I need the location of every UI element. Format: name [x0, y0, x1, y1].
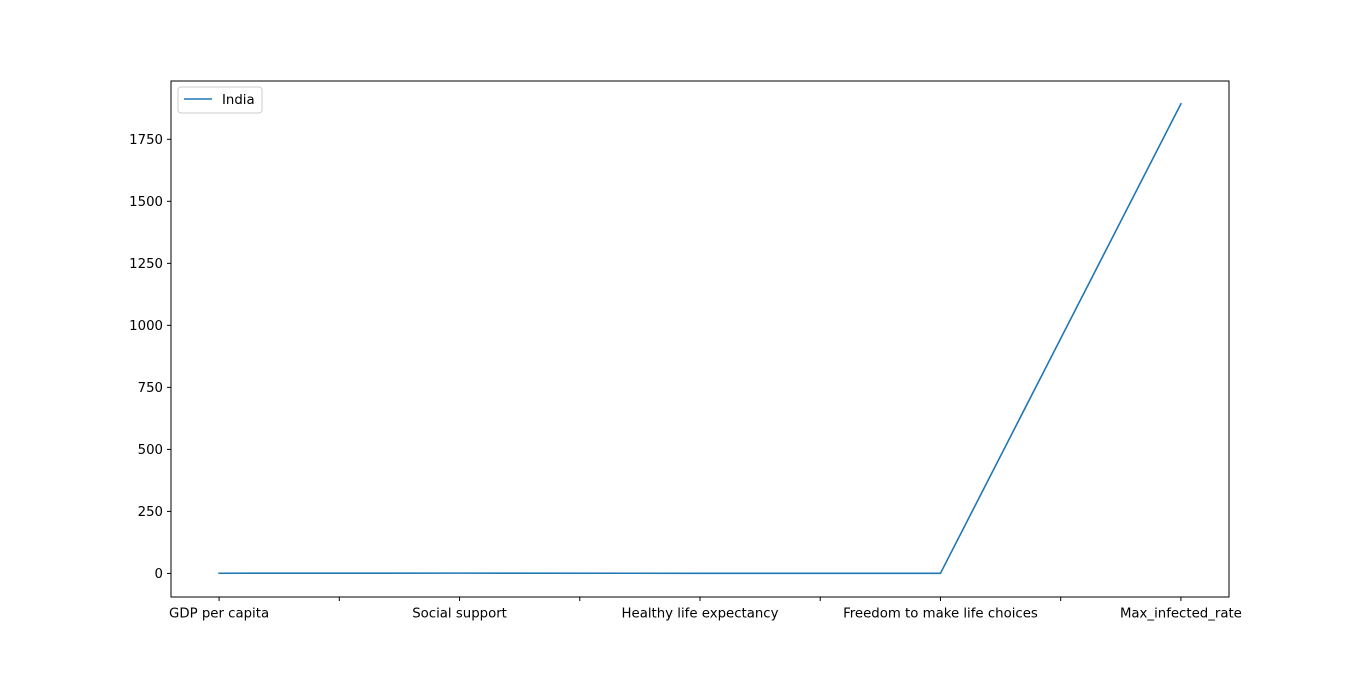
y-tick-label-1: 250 — [138, 505, 163, 520]
legend-box — [177, 86, 263, 114]
x-tick-label-2: Social support — [412, 607, 507, 622]
y-tick-label-4: 1000 — [129, 319, 163, 334]
y-tick-label-5: 1250 — [129, 257, 163, 272]
legend: India — [177, 86, 263, 114]
y-tick-label-3: 750 — [138, 381, 163, 396]
axes: 0 250 500 750 1000 1250 1500 1750 GDP per capita… — [129, 80, 1242, 622]
x-tick-label-4: Healthy life expectancy — [622, 607, 779, 622]
x-tick-label-6: Freedom to make life choices — [843, 607, 1038, 622]
y-tick-label-0: 0 — [155, 567, 163, 582]
series-line-india — [218, 102, 1182, 575]
y-tick-label-7: 1750 — [129, 133, 163, 148]
legend-label-india: India — [222, 93, 255, 108]
plot-area — [218, 102, 1182, 575]
x-tick-label-8: Max_infected_rate — [1120, 607, 1242, 622]
y-tick-label-2: 500 — [138, 443, 163, 458]
y-tick-label-6: 1500 — [129, 195, 163, 210]
x-tick-label-0: GDP per capita — [169, 607, 269, 622]
